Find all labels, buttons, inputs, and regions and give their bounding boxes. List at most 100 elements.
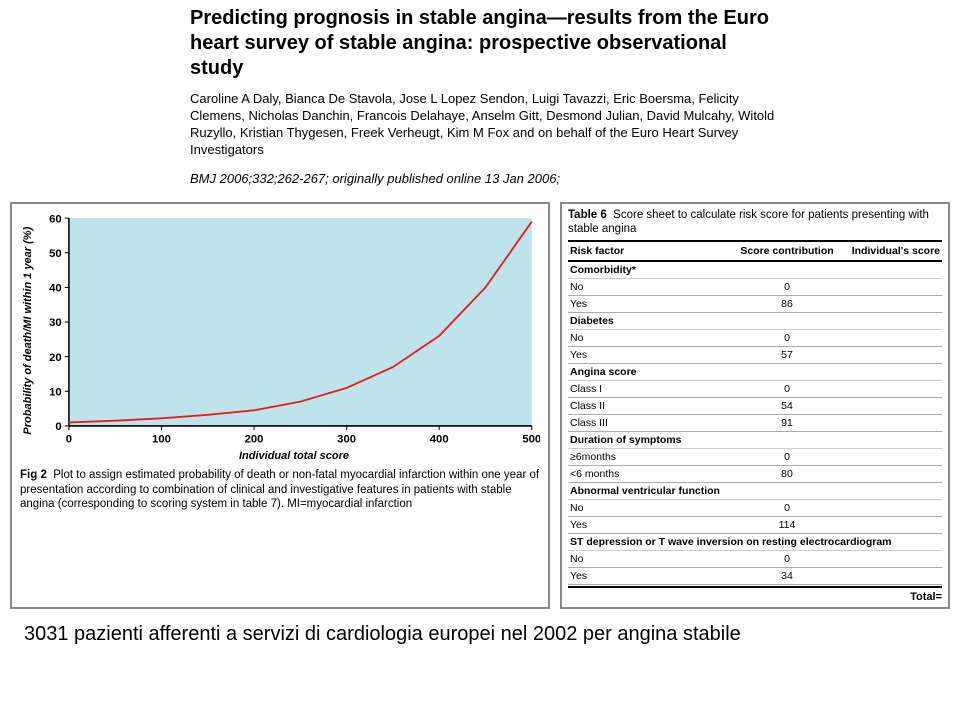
row-label: No bbox=[568, 330, 732, 347]
table-title-prefix: Table 6 bbox=[568, 209, 607, 221]
x-axis-ticks: 0 100 200 300 400 500 bbox=[66, 425, 540, 444]
table-row: <6 months80 bbox=[568, 466, 942, 483]
y-axis-ticks: 0 10 20 30 40 50 60 bbox=[49, 213, 69, 433]
row-individual bbox=[842, 398, 942, 415]
row-label: Class III bbox=[568, 415, 732, 432]
row-label: Class I bbox=[568, 381, 732, 398]
row-score: 0 bbox=[732, 449, 842, 466]
row-individual bbox=[842, 330, 942, 347]
paper-citation: BMJ 2006;332;262-267; originally publish… bbox=[190, 171, 780, 186]
table-group-label: Angina score bbox=[568, 364, 942, 381]
row-individual bbox=[842, 347, 942, 364]
table-group-label: Comorbidity* bbox=[568, 261, 942, 279]
row-individual bbox=[842, 500, 942, 517]
table-row: No0 bbox=[568, 500, 942, 517]
table-row: Class II54 bbox=[568, 398, 942, 415]
row-score: 91 bbox=[732, 415, 842, 432]
table-group: Comorbidity* bbox=[568, 261, 942, 279]
svg-text:300: 300 bbox=[337, 433, 356, 445]
row-label: Yes bbox=[568, 568, 732, 585]
svg-text:10: 10 bbox=[49, 386, 62, 398]
table-row: Yes114 bbox=[568, 517, 942, 534]
paper-authors: Caroline A Daly, Bianca De Stavola, Jose… bbox=[190, 91, 780, 159]
table6-panel: Table 6 Score sheet to calculate risk sc… bbox=[560, 202, 950, 610]
table-row: Yes57 bbox=[568, 347, 942, 364]
table-group: Diabetes bbox=[568, 313, 942, 330]
row-individual bbox=[842, 466, 942, 483]
row-label: No bbox=[568, 551, 732, 568]
row-score: 57 bbox=[732, 347, 842, 364]
table-group: Duration of symptoms bbox=[568, 432, 942, 449]
figure2-caption: Fig 2 Plot to assign estimated probabili… bbox=[20, 468, 540, 511]
table-row: Yes34 bbox=[568, 568, 942, 585]
svg-text:400: 400 bbox=[430, 433, 449, 445]
row-score: 80 bbox=[732, 466, 842, 483]
row-score: 0 bbox=[732, 330, 842, 347]
table-row: No0 bbox=[568, 279, 942, 296]
figure-panels: Probability of death/MI within 1 year (%… bbox=[0, 192, 960, 610]
row-label: Yes bbox=[568, 296, 732, 313]
table-group: Abnormal ventricular function bbox=[568, 483, 942, 500]
paper-header: Predicting prognosis in stable angina—re… bbox=[0, 0, 780, 192]
table-group: ST depression or T wave inversion on res… bbox=[568, 534, 942, 551]
row-score: 54 bbox=[732, 398, 842, 415]
table-group-label: Abnormal ventricular function bbox=[568, 483, 942, 500]
table-row: Class III91 bbox=[568, 415, 942, 432]
row-label: Class II bbox=[568, 398, 732, 415]
table-group-label: Duration of symptoms bbox=[568, 432, 942, 449]
row-individual bbox=[842, 449, 942, 466]
score-table: Risk factor Score contribution Individua… bbox=[568, 242, 942, 585]
plot-background bbox=[69, 218, 532, 426]
table-row: Yes86 bbox=[568, 296, 942, 313]
slide-footer-note: 3031 pazienti afferenti a servizi di car… bbox=[0, 623, 960, 646]
table6-title: Table 6 Score sheet to calculate risk sc… bbox=[568, 208, 942, 243]
row-score: 34 bbox=[732, 568, 842, 585]
svg-text:40: 40 bbox=[49, 282, 62, 294]
table-row: No0 bbox=[568, 551, 942, 568]
row-label: No bbox=[568, 500, 732, 517]
svg-text:50: 50 bbox=[49, 247, 62, 259]
table-group-label: ST depression or T wave inversion on res… bbox=[568, 534, 942, 551]
row-score: 0 bbox=[732, 500, 842, 517]
fig-caption-text: Plot to assign estimated probability of … bbox=[20, 469, 539, 510]
row-individual bbox=[842, 568, 942, 585]
col-individual-score: Individual's score bbox=[842, 242, 942, 261]
table-row: No0 bbox=[568, 330, 942, 347]
svg-text:30: 30 bbox=[49, 317, 62, 329]
table-title-text: Score sheet to calculate risk score for … bbox=[568, 209, 929, 235]
row-individual bbox=[842, 381, 942, 398]
row-individual bbox=[842, 296, 942, 313]
table-group: Angina score bbox=[568, 364, 942, 381]
col-risk-factor: Risk factor bbox=[568, 242, 732, 261]
row-individual bbox=[842, 415, 942, 432]
table-group-label: Diabetes bbox=[568, 313, 942, 330]
risk-curve-chart: 0 10 20 30 40 50 60 0 100 200 300 400 500 bbox=[36, 212, 540, 449]
paper-title: Predicting prognosis in stable angina—re… bbox=[190, 6, 780, 81]
row-score: 114 bbox=[732, 517, 842, 534]
row-score: 0 bbox=[732, 551, 842, 568]
fig-caption-prefix: Fig 2 bbox=[20, 469, 47, 481]
svg-text:20: 20 bbox=[49, 351, 62, 363]
svg-text:200: 200 bbox=[245, 433, 264, 445]
chart-ylabel: Probability of death/MI within 1 year (%… bbox=[20, 212, 36, 449]
chart-xlabel: Individual total score bbox=[48, 450, 540, 462]
figure2-panel: Probability of death/MI within 1 year (%… bbox=[10, 202, 550, 610]
table-row: Class I0 bbox=[568, 381, 942, 398]
svg-text:500: 500 bbox=[522, 433, 540, 445]
table-row: ≥6months0 bbox=[568, 449, 942, 466]
row-score: 0 bbox=[732, 381, 842, 398]
svg-text:0: 0 bbox=[66, 433, 72, 445]
svg-text:100: 100 bbox=[152, 433, 171, 445]
row-individual bbox=[842, 279, 942, 296]
svg-text:0: 0 bbox=[55, 421, 61, 433]
row-individual bbox=[842, 517, 942, 534]
row-label: Yes bbox=[568, 517, 732, 534]
row-label: No bbox=[568, 279, 732, 296]
row-label: Yes bbox=[568, 347, 732, 364]
col-score-contribution: Score contribution bbox=[732, 242, 842, 261]
svg-text:60: 60 bbox=[49, 213, 62, 225]
table-total: Total= bbox=[568, 586, 942, 603]
row-score: 0 bbox=[732, 279, 842, 296]
row-score: 86 bbox=[732, 296, 842, 313]
row-individual bbox=[842, 551, 942, 568]
